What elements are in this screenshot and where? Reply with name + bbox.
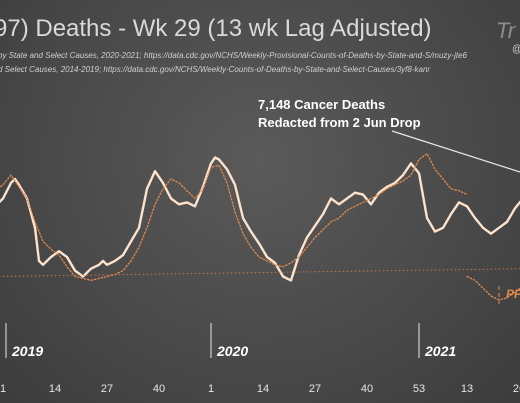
x-tick-label: 40 [153,383,165,395]
chart-title: 97) Deaths - Wk 29 (13 wk Lag Adjusted) [0,15,432,42]
trend-line [0,268,520,277]
x-tick-label: 14 [49,383,61,395]
x-tick-label: 53 [413,383,425,395]
x-tick-label: 26 [513,383,520,395]
series-line-baseline [466,275,520,301]
x-tick-label: 1 [0,383,6,395]
x-tick-label: 14 [257,383,269,395]
corner-handle-text: @ [512,44,520,55]
series-lines [0,152,520,301]
annotation-line-1: 7,148 Cancer Deaths [258,97,385,112]
source-line-1: by State and Select Causes, 2020-2021; h… [0,51,468,60]
edge-label: PP [506,287,520,301]
x-tick-label: 27 [309,383,321,395]
x-axis-ticks: 1 14 27 40 1 14 27 40 53 13 26 [0,383,520,395]
year-label: 2019 [11,343,43,359]
annotation-pointer [391,130,520,173]
source-line-2: d Select Causes, 2014-2019; https://data… [0,65,430,74]
x-tick-label: 27 [101,383,113,395]
x-tick-label: 13 [461,383,473,395]
year-label: 2021 [424,343,456,359]
series-line-baseline [0,152,468,282]
year-labels: 2019 2020 2021 [11,343,456,359]
year-markers [5,323,420,358]
series-line-current [0,156,520,282]
year-label: 2020 [216,343,248,359]
annotation-line-2: Redacted from 2 Jun Drop [258,115,421,130]
x-tick-label: 1 [208,383,214,395]
x-tick-label: 40 [361,383,373,395]
corner-logo-text: Tr [496,18,517,43]
